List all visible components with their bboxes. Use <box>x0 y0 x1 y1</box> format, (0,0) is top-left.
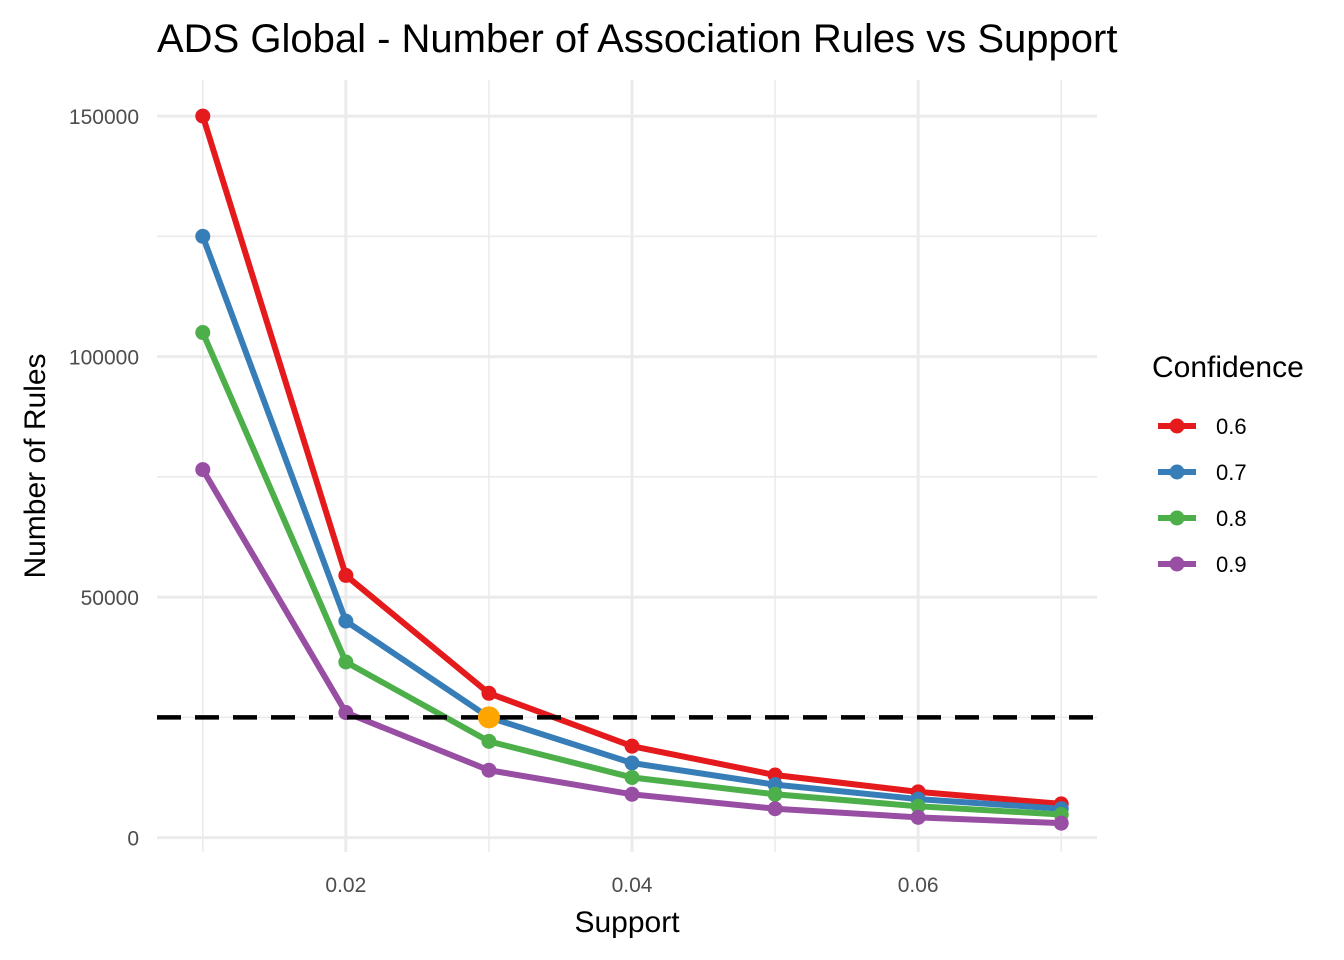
legend-item-0.8: 0.8 <box>1158 506 1247 531</box>
y-tick-label-2: 100000 <box>69 347 139 370</box>
legend-label-0.6: 0.6 <box>1216 414 1247 439</box>
x-tick-label-1: 0.04 <box>612 874 653 897</box>
data-point-0.7-1 <box>338 613 354 629</box>
data-point-0.9-0 <box>195 462 211 478</box>
x-axis-ticks: 0.02 0.04 0.06 <box>325 874 938 897</box>
data-point-0.8-5 <box>910 798 926 814</box>
data-point-0.9-4 <box>767 801 783 817</box>
data-point-0.8-3 <box>624 769 640 785</box>
y-axis-ticks: 0 50000 100000 150000 <box>69 106 139 850</box>
data-point-0.7-0 <box>195 228 211 244</box>
data-point-0.9-6 <box>1053 815 1069 831</box>
data-point-0.9-5 <box>910 809 926 825</box>
legend-label-0.8: 0.8 <box>1216 506 1247 531</box>
y-tick-label-3: 150000 <box>69 106 139 129</box>
legend-label-0.9: 0.9 <box>1216 552 1247 577</box>
minor-gridlines <box>157 80 1097 852</box>
data-point-0.9-3 <box>624 786 640 802</box>
x-axis-title: Support <box>574 906 680 939</box>
chart-title: ADS Global - Number of Association Rules… <box>157 17 1117 61</box>
y-tick-label-1: 50000 <box>81 587 139 610</box>
series-points <box>195 108 1069 831</box>
legend-key-point-0.8 <box>1169 510 1185 526</box>
data-point-0.8-4 <box>767 786 783 802</box>
data-point-0.6-3 <box>624 738 640 754</box>
legend-item-0.9: 0.9 <box>1158 552 1247 577</box>
legend-label-0.7: 0.7 <box>1216 460 1247 485</box>
data-point-0.6-1 <box>338 567 354 583</box>
legend-key-point-0.9 <box>1169 556 1185 572</box>
legend-items: 0.6 0.7 0.8 0.9 <box>1158 414 1247 577</box>
legend: Confidence 0.6 0.7 0.8 0.9 <box>1152 351 1304 577</box>
major-gridlines <box>157 80 1097 852</box>
y-tick-label-0: 0 <box>127 828 139 851</box>
data-point-0.8-2 <box>481 733 497 749</box>
x-tick-label-2: 0.06 <box>898 874 939 897</box>
x-tick-label-0: 0.02 <box>325 874 366 897</box>
legend-key-point-0.7 <box>1169 464 1185 480</box>
highlight-point <box>477 706 500 729</box>
data-point-0.6-2 <box>481 685 497 701</box>
highlight-point-group <box>477 706 500 729</box>
y-axis-title: Number of Rules <box>19 353 52 578</box>
data-point-0.6-0 <box>195 108 211 124</box>
data-point-0.8-1 <box>338 654 354 670</box>
legend-title: Confidence <box>1152 351 1304 384</box>
legend-item-0.6: 0.6 <box>1158 414 1247 439</box>
legend-item-0.7: 0.7 <box>1158 460 1247 485</box>
legend-key-point-0.6 <box>1169 418 1185 434</box>
data-point-0.9-2 <box>481 762 497 778</box>
data-point-0.7-3 <box>624 755 640 771</box>
data-point-0.8-0 <box>195 325 211 341</box>
